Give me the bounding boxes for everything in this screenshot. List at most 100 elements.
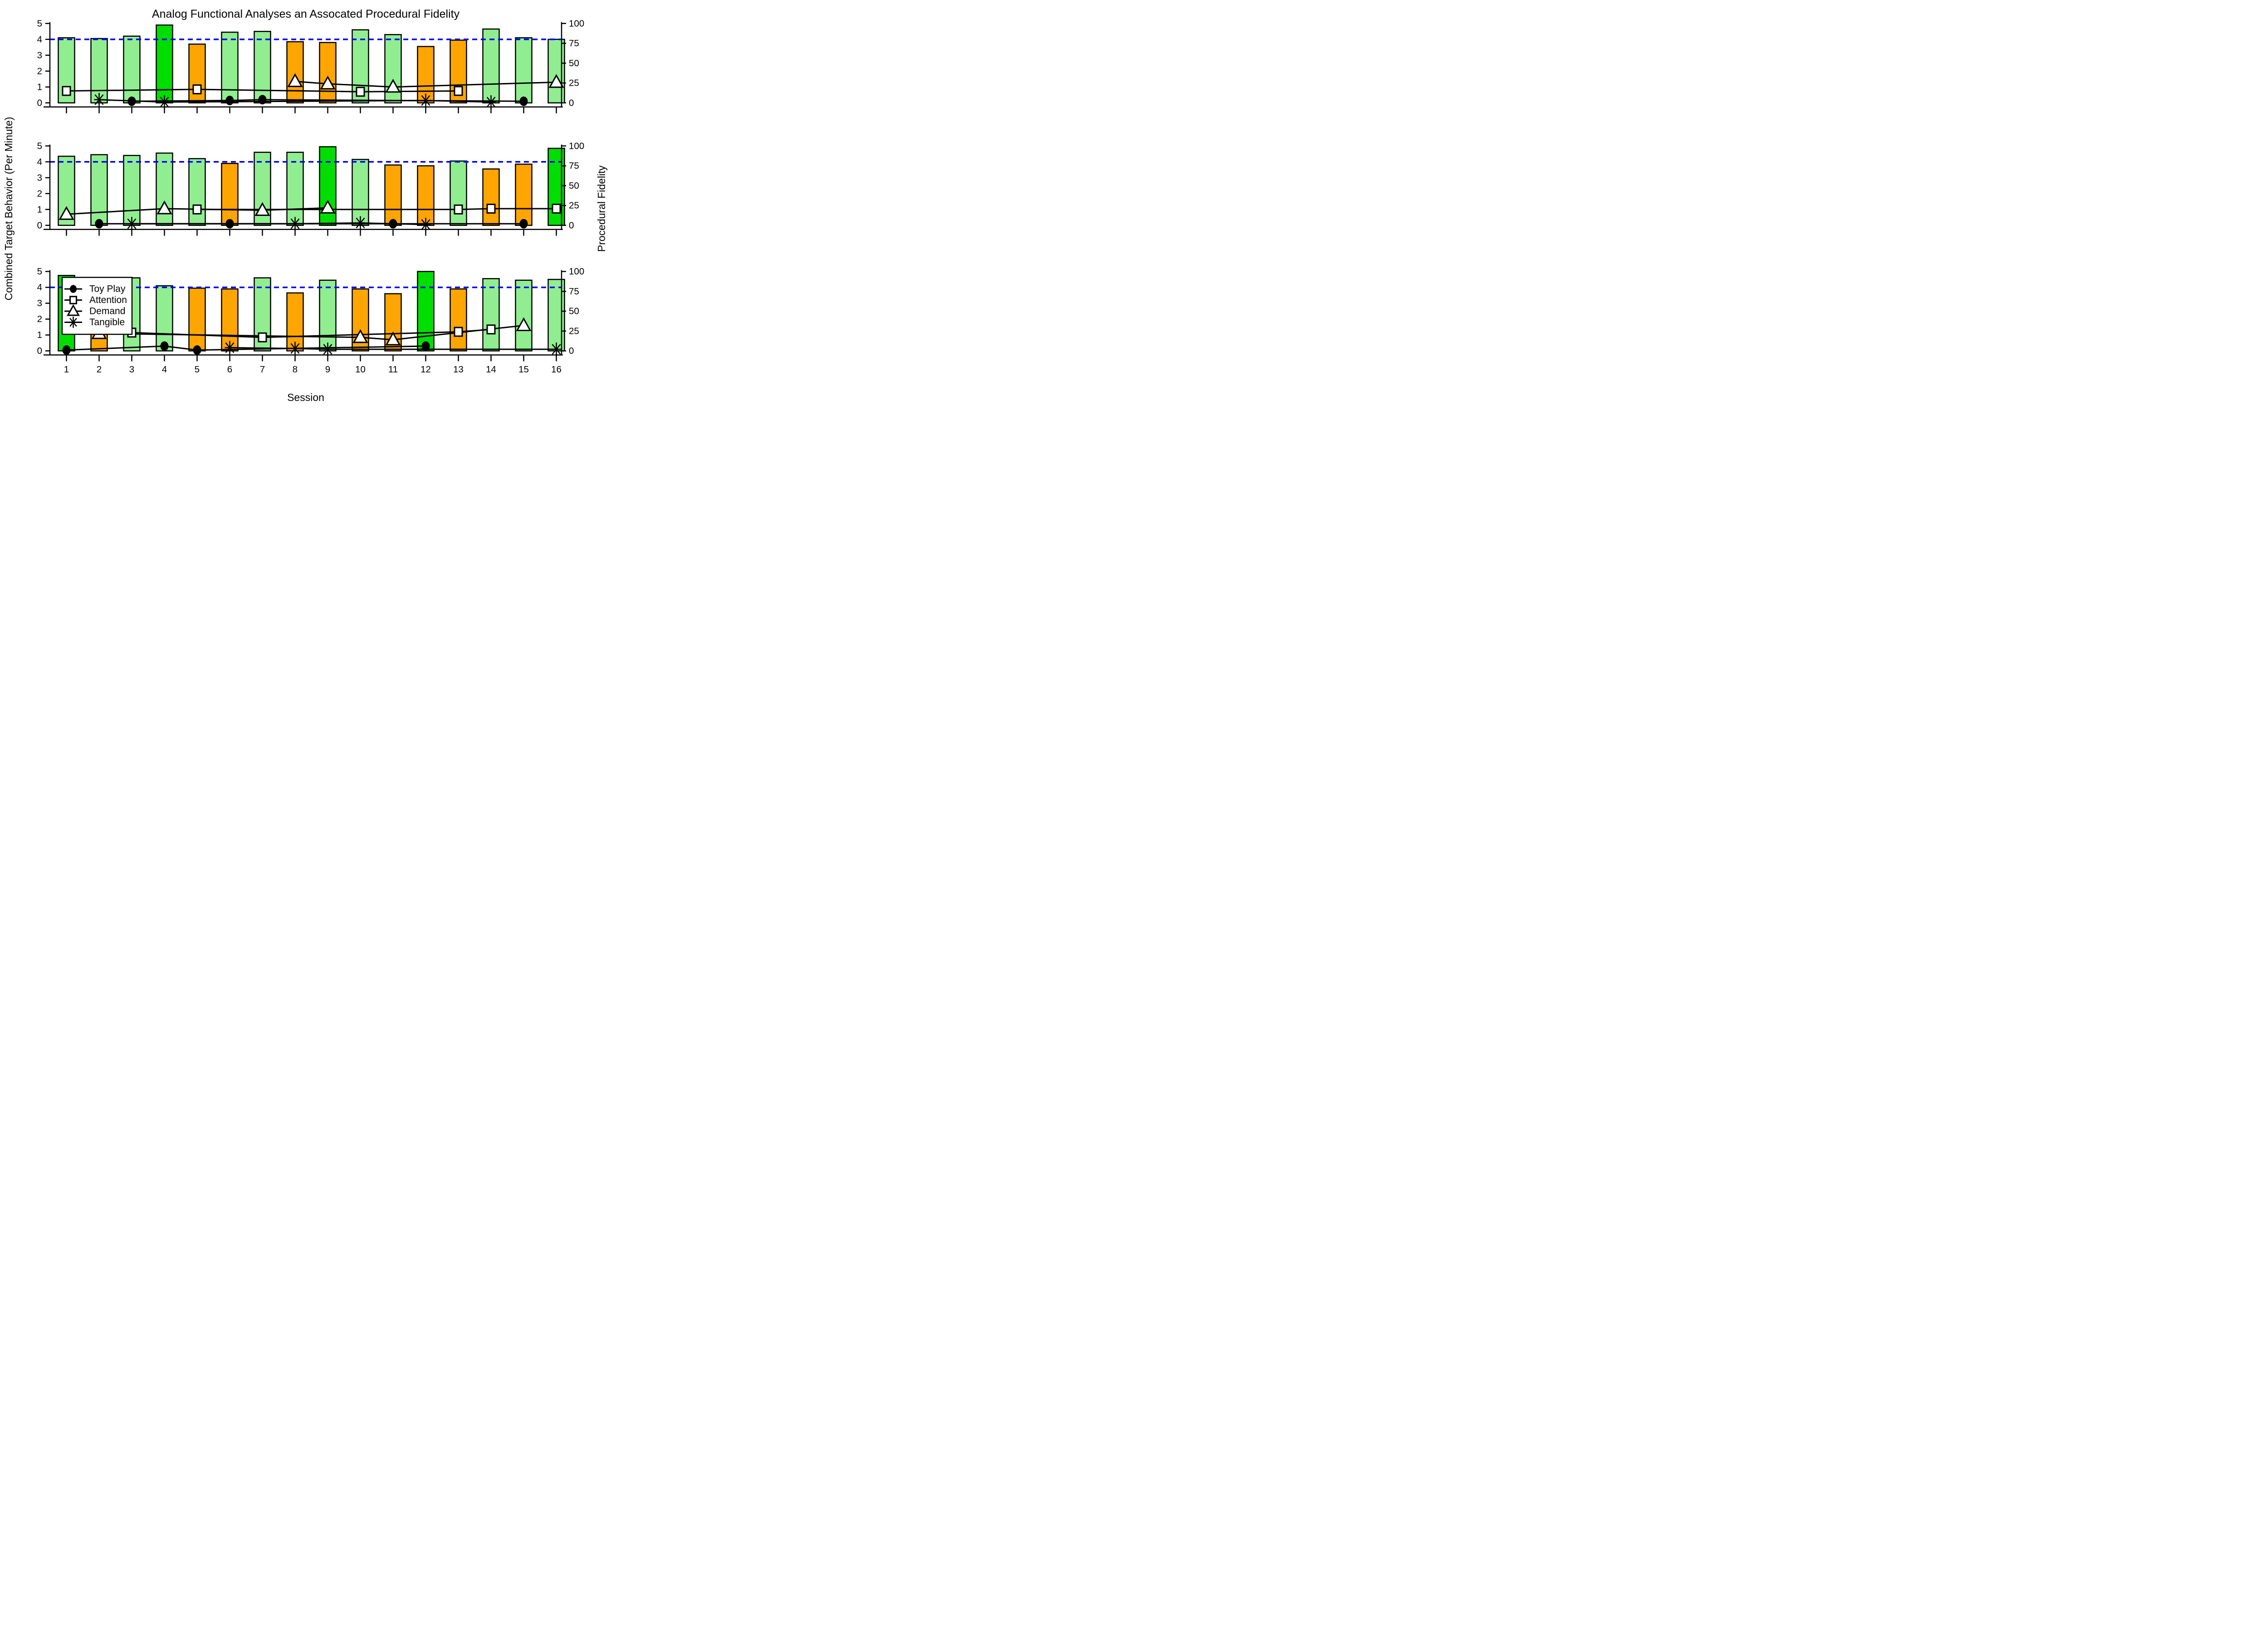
bar-session-8	[286, 41, 304, 103]
y-left-tick-label: 5	[37, 266, 42, 277]
demand-line	[295, 81, 557, 88]
bar-session-5	[188, 158, 206, 226]
bar-session-9	[319, 279, 337, 352]
y-right-tick-label: 25	[569, 78, 579, 88]
session-tick-label: 5	[195, 364, 200, 375]
y-left-tick-label: 4	[37, 156, 42, 167]
y-left-tick-label: 3	[37, 298, 42, 308]
y-left-tick-label: 1	[37, 330, 42, 340]
legend-label-demand: Demand	[89, 306, 125, 317]
bar-session-13	[450, 160, 467, 226]
tangible-marker	[290, 217, 300, 231]
session-tick-label: 11	[388, 364, 398, 375]
y-right-tick-label: 25	[569, 200, 579, 211]
demand-marker	[385, 331, 401, 346]
y-left-axis-label: Combined Target Behavior (Per Minute)	[3, 117, 15, 301]
session-tick-label: 12	[420, 364, 431, 375]
session-tick-label: 9	[325, 364, 330, 375]
y-left-tick-label: 4	[37, 282, 42, 293]
toy-play-marker	[519, 96, 528, 106]
toy-play-line	[66, 345, 426, 351]
y-right-tick-label: 0	[569, 346, 574, 356]
attention-marker	[62, 86, 71, 96]
figure-container: Analog Functional Analyses an Assocated …	[0, 0, 612, 408]
y-right-tick-label: 0	[569, 220, 574, 230]
bar-session-14	[482, 28, 500, 103]
toy-play-marker	[421, 341, 430, 351]
session-tick-label: 2	[97, 364, 102, 375]
bar-session-5	[188, 288, 206, 352]
y-right-axis-label: Procedural Fidelity	[596, 165, 607, 252]
analog-fa-chart: Analog Functional Analyses an Assocated …	[3, 8, 607, 403]
y-left-tick-label: 3	[37, 50, 42, 60]
attention-line	[66, 88, 459, 93]
toy-play-marker	[160, 341, 169, 351]
attention-marker	[454, 86, 463, 96]
y-right-tick-label: 50	[569, 181, 579, 191]
y-right-tick-label: 75	[569, 286, 579, 297]
toy-play-marker	[95, 219, 103, 229]
attention-marker	[486, 204, 496, 214]
attention-marker	[192, 204, 202, 215]
tangible-marker	[551, 342, 562, 356]
bar-session-15	[515, 163, 533, 226]
tangible-legend-marker	[69, 317, 78, 328]
bar-session-6	[221, 288, 239, 352]
attention-line	[197, 208, 557, 210]
attention-marker	[258, 332, 267, 342]
tangible-marker	[420, 93, 431, 108]
bar-session-15	[515, 279, 533, 352]
y-right-tick-label: 50	[569, 58, 579, 68]
y-right-tick-label: 100	[569, 141, 584, 151]
demand-marker	[352, 329, 368, 343]
y-left-tick-label: 5	[37, 18, 42, 29]
attention-marker	[192, 84, 202, 94]
bar-session-14	[482, 168, 500, 226]
demand-marker	[320, 75, 336, 90]
attention-marker	[486, 324, 496, 335]
attention-legend-marker	[69, 296, 77, 304]
bar-session-5	[188, 44, 206, 103]
toy-play-marker	[389, 219, 397, 229]
demand-marker	[548, 74, 564, 88]
y-left-tick-label: 4	[37, 34, 42, 44]
bar-session-12	[417, 271, 435, 352]
bar-session-9	[319, 42, 337, 103]
x-axis-label: Session	[287, 391, 324, 403]
bar-session-4	[156, 285, 173, 352]
demand-marker	[516, 317, 532, 331]
session-tick-label: 4	[162, 364, 167, 375]
attention-marker	[454, 204, 463, 215]
tangible-marker	[355, 216, 366, 230]
legend-label-attention: Attention	[89, 295, 127, 305]
bar-session-2	[90, 154, 108, 226]
session-tick-label: 14	[486, 364, 496, 375]
y-right-tick-label: 100	[569, 18, 584, 29]
session-tick-label: 3	[129, 364, 134, 375]
chart-title: Analog Functional Analyses an Assocated …	[152, 8, 460, 20]
bar-session-13	[450, 288, 467, 352]
attention-marker	[552, 204, 561, 214]
session-tick-label: 10	[355, 364, 366, 375]
session-tick-label: 16	[551, 364, 562, 375]
demand-marker	[320, 200, 336, 214]
bar-session-12	[417, 46, 435, 103]
session-tick-label: 1	[64, 364, 69, 375]
demand-marker	[156, 200, 172, 215]
y-right-tick-label: 50	[569, 306, 579, 317]
bar-session-14	[482, 278, 500, 352]
y-right-tick-label: 0	[569, 98, 574, 108]
y-left-tick-label: 2	[37, 66, 42, 76]
bar-session-15	[515, 37, 533, 103]
y-left-tick-label: 0	[37, 346, 42, 356]
bar-session-7	[254, 31, 271, 103]
y-right-tick-label: 75	[569, 161, 579, 171]
y-left-tick-label: 3	[37, 172, 42, 183]
bar-session-10	[352, 159, 369, 226]
